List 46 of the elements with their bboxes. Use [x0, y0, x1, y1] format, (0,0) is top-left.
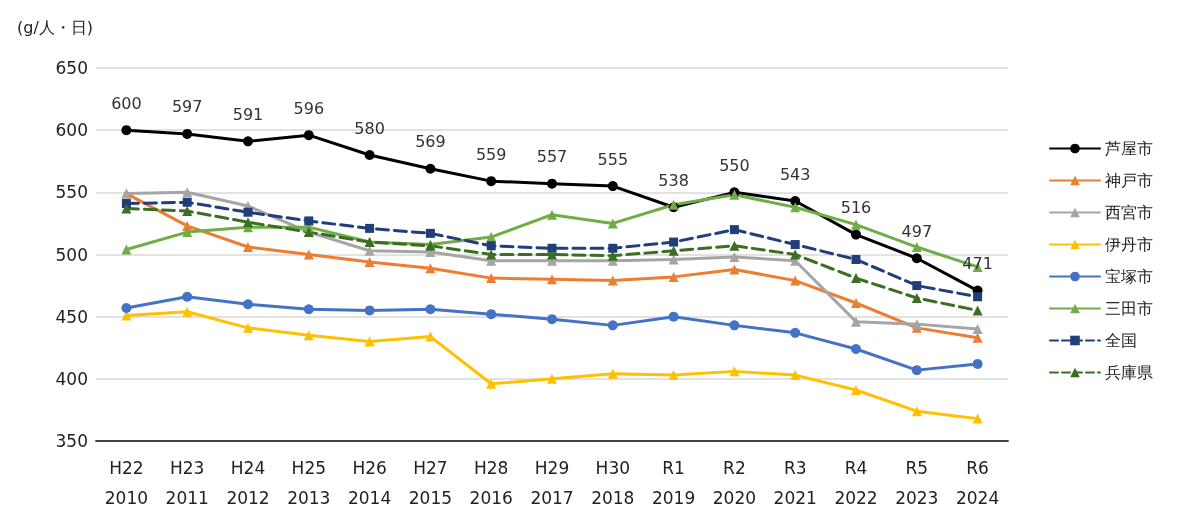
legend-label: 全国 [1105, 331, 1137, 350]
x-tick-label: H26 2014 [347, 458, 392, 508]
x-tick-label: H24 2012 [226, 458, 270, 508]
data-label: 538 [658, 170, 689, 190]
x-tick-label: H27 2015 [408, 458, 453, 508]
data-label: 516 [840, 198, 872, 218]
y-axis-title: (g/人・日) [17, 17, 94, 37]
y-tick-label: 400 [55, 368, 88, 389]
data-label: 555 [597, 149, 629, 169]
legend-label: 神戸市 [1105, 171, 1153, 190]
legend-label: 宝塚市 [1105, 267, 1153, 286]
x-tick-label: R6 2024 [955, 458, 1000, 508]
data-label: 557 [536, 147, 568, 167]
data-label: 597 [171, 97, 203, 117]
data-label: 600 [111, 93, 142, 113]
legend-label: 芦屋市 [1105, 139, 1153, 158]
y-tick-label: 650 [55, 58, 88, 78]
x-tick-label: R1 2019 [651, 458, 696, 508]
data-label: 596 [293, 98, 325, 118]
data-label: 471 [962, 254, 993, 274]
data-label: 497 [901, 221, 933, 241]
x-tick-label: R3 2021 [773, 458, 817, 508]
x-tick-label: H22 2010 [104, 458, 149, 508]
data-label: 559 [475, 144, 507, 164]
legend-label: 伊丹市 [1105, 235, 1153, 254]
x-tick-label: R2 2020 [712, 458, 757, 508]
legend-label: 兵庫県 [1105, 363, 1153, 382]
data-label: 580 [354, 118, 385, 138]
x-tick-label: H28 2016 [469, 458, 513, 508]
data-label: 550 [719, 155, 750, 175]
y-tick-label: 450 [55, 306, 88, 327]
y-tick-label: 550 [55, 182, 88, 203]
x-tick-label: R5 2023 [895, 458, 939, 508]
x-tick-label: H23 2011 [165, 458, 209, 508]
x-tick-label: H29 2017 [530, 458, 574, 508]
data-label: 569 [415, 132, 446, 152]
data-label: 543 [779, 164, 811, 184]
x-tick-label: H25 2013 [287, 458, 331, 508]
y-tick-label: 500 [55, 244, 88, 265]
y-tick-label: 600 [55, 120, 88, 141]
x-tick-label: H30 2018 [591, 458, 635, 508]
legend-label: 西宮市 [1105, 203, 1153, 222]
data-label: 591 [232, 104, 264, 124]
y-tick-label: 350 [55, 431, 88, 451]
legend-label: 三田市 [1105, 299, 1153, 318]
x-tick-label: R4 2022 [834, 458, 878, 508]
